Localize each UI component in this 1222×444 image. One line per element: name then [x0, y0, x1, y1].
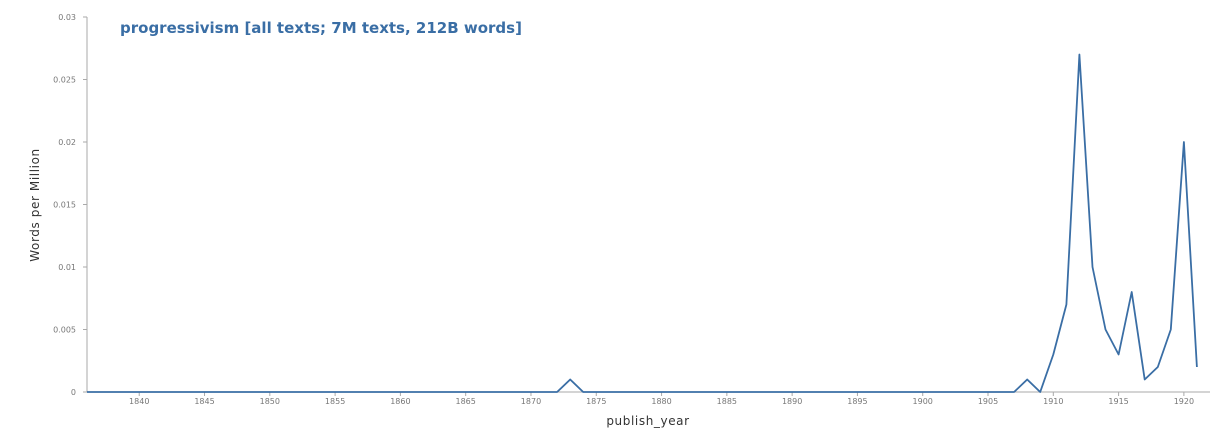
x-tick-label: 1910 [1043, 397, 1063, 406]
x-tick-label: 1840 [129, 397, 149, 406]
x-tick-label: 1920 [1174, 397, 1194, 406]
y-tick-label: 0.015 [53, 201, 76, 210]
chart-title: progressivism [all texts; 7M texts, 212B… [120, 19, 522, 37]
x-tick-label: 1900 [913, 397, 933, 406]
axes [86, 17, 1210, 393]
y-tick-label: 0 [71, 388, 76, 397]
y-tick-label: 0.025 [53, 76, 76, 85]
y-axis-label: Words per Million [28, 148, 42, 262]
x-tick-label: 1890 [782, 397, 802, 406]
x-tick-label: 1905 [978, 397, 998, 406]
x-tick-label: 1915 [1108, 397, 1128, 406]
x-ticks: 1840 1845 1850 1855 1860 1865 1870 1875 1880 1885… [129, 392, 1194, 406]
x-axis-label: publish_year [606, 414, 689, 428]
x-tick-label: 1880 [651, 397, 671, 406]
x-tick-label: 1855 [325, 397, 345, 406]
y-tick-label: 0.005 [53, 326, 76, 335]
x-tick-label: 1895 [847, 397, 867, 406]
y-tick-label: 0.02 [58, 138, 76, 147]
x-tick-label: 1850 [260, 397, 280, 406]
x-tick-label: 1860 [390, 397, 410, 406]
x-tick-label: 1845 [194, 397, 214, 406]
x-tick-label: 1870 [521, 397, 541, 406]
series-layer [87, 53, 1198, 393]
x-tick-label: 1875 [586, 397, 606, 406]
y-tick-label: 0.03 [58, 13, 76, 22]
x-tick-label: 1885 [717, 397, 737, 406]
series-line [87, 53, 1198, 393]
y-tick-label: 0.01 [58, 263, 76, 272]
x-tick-label: 1865 [456, 397, 476, 406]
y-ticks: 0 0.005 0.01 0.015 0.02 0.025 0.03 [53, 13, 87, 397]
